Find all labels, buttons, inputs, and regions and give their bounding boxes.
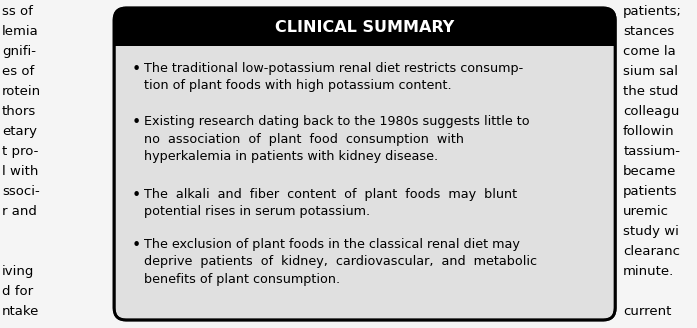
Text: es of: es of (2, 65, 34, 78)
Text: the stud: the stud (623, 85, 678, 98)
Text: patients;: patients; (623, 5, 682, 18)
Text: The  alkali  and  fiber  content  of  plant  foods  may  blunt
potential rises i: The alkali and fiber content of plant fo… (144, 188, 517, 218)
Text: The exclusion of plant foods in the classical renal diet may
deprive  patients  : The exclusion of plant foods in the clas… (144, 238, 537, 286)
Text: patients: patients (623, 185, 677, 198)
PathPatch shape (114, 8, 615, 320)
Text: lemia: lemia (2, 25, 39, 38)
Text: study wi: study wi (623, 225, 679, 238)
Text: t pro-: t pro- (2, 145, 38, 158)
Text: Existing research dating back to the 1980s suggests little to
no  association  o: Existing research dating back to the 198… (144, 115, 530, 163)
Text: •: • (132, 62, 141, 77)
Text: stances: stances (623, 25, 675, 38)
Text: The traditional low-potassium renal diet restricts consump-
tion of plant foods : The traditional low-potassium renal diet… (144, 62, 523, 92)
Text: ssoci-: ssoci- (2, 185, 40, 198)
Text: •: • (132, 188, 141, 203)
Text: CLINICAL SUMMARY: CLINICAL SUMMARY (275, 19, 454, 34)
Text: gnifi-: gnifi- (2, 45, 36, 58)
Text: d for: d for (2, 285, 33, 298)
Text: clearanc: clearanc (623, 245, 680, 258)
Text: current: current (623, 305, 671, 318)
Text: l with: l with (2, 165, 38, 178)
Text: •: • (132, 238, 141, 253)
Text: followin: followin (623, 125, 675, 138)
Text: r and: r and (2, 205, 37, 218)
Text: ntake: ntake (2, 305, 39, 318)
Text: rotein: rotein (2, 85, 41, 98)
Text: iving: iving (2, 265, 34, 278)
Text: became: became (623, 165, 677, 178)
Text: thors: thors (2, 105, 36, 118)
Text: ss of: ss of (2, 5, 33, 18)
Text: etary: etary (2, 125, 37, 138)
Text: sium sal: sium sal (623, 65, 678, 78)
Text: come la: come la (623, 45, 676, 58)
Text: minute.: minute. (623, 265, 675, 278)
Text: colleagu: colleagu (623, 105, 680, 118)
Text: •: • (132, 115, 141, 130)
PathPatch shape (114, 8, 615, 320)
Text: tassium-: tassium- (623, 145, 680, 158)
Text: uremic: uremic (623, 205, 669, 218)
